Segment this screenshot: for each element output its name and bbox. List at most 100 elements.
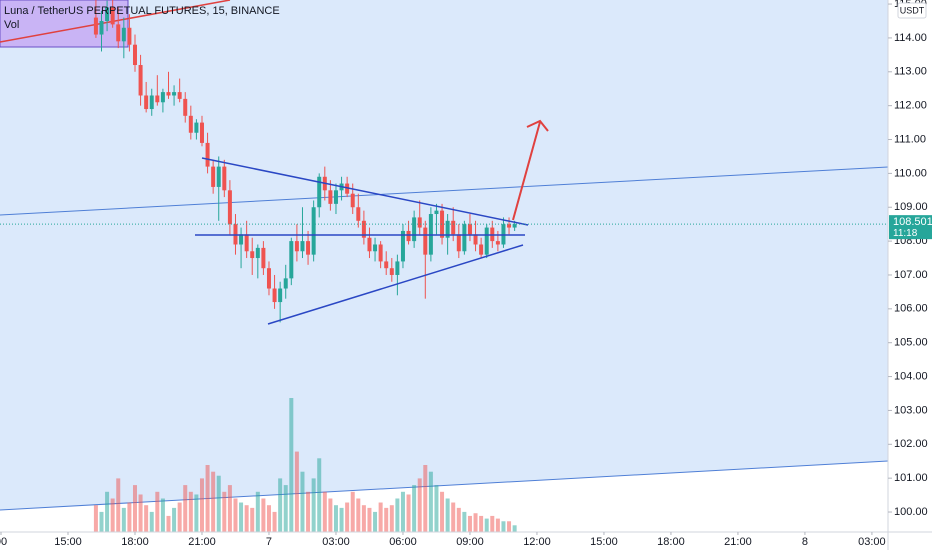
- volume-bar: [306, 491, 311, 532]
- volume-bar: [255, 491, 260, 532]
- y-tick-label: 100.00: [894, 506, 928, 518]
- candle-body: [445, 220, 450, 238]
- y-tick-label: 102.00: [894, 438, 928, 450]
- candle-body: [205, 142, 210, 167]
- candle-body: [300, 241, 305, 252]
- x-tick-label: 21:00: [188, 536, 216, 548]
- candle-body: [289, 241, 294, 279]
- volume-bar: [149, 511, 154, 532]
- volume-bar: [462, 511, 467, 532]
- volume-bar: [322, 491, 327, 532]
- candle-body: [361, 220, 366, 238]
- candle-body: [367, 237, 372, 252]
- candle-body: [462, 224, 467, 252]
- volume-bar: [495, 518, 500, 532]
- volume-bar: [144, 505, 149, 532]
- x-tick-label: 12:00: [523, 536, 551, 548]
- volume-bar: [233, 498, 238, 532]
- y-tick-label: 112.00: [894, 100, 927, 112]
- volume-bar: [250, 507, 255, 532]
- x-tick-label: 15:00: [590, 536, 618, 548]
- triangle-lower: [267, 244, 524, 325]
- arrow-head: [526, 119, 549, 132]
- volume-bar: [289, 398, 294, 532]
- arrow-shaft: [512, 121, 541, 221]
- candle-body: [266, 268, 271, 289]
- volume-bar: [373, 511, 378, 532]
- candle-body: [255, 247, 260, 259]
- candle-body: [345, 183, 350, 194]
- volume-bar: [473, 513, 478, 532]
- candle-body: [473, 234, 478, 245]
- currency[interactable]: USDT: [900, 5, 925, 15]
- candle-body: [93, 17, 98, 35]
- candle-body: [356, 207, 361, 221]
- volume-bar: [172, 507, 177, 532]
- candle-body: [384, 261, 389, 269]
- candle-body: [194, 122, 199, 133]
- y-tick-label: 101.00: [894, 472, 928, 484]
- chart-title: Luna / TetherUS PERPETUAL FUTURES, 15, B…: [4, 5, 280, 17]
- volume-bar: [484, 518, 489, 532]
- candle-body: [166, 92, 171, 96]
- y-tick-label: 107.00: [894, 269, 928, 281]
- volume-bar: [110, 498, 115, 532]
- candle-body: [512, 224, 517, 228]
- volume-bar: [434, 485, 439, 532]
- volume-bar: [345, 502, 350, 532]
- volume-bar: [99, 511, 104, 532]
- volume-bar: [194, 494, 199, 532]
- candle-body: [434, 210, 439, 215]
- volume-bar: [412, 485, 417, 532]
- range-upper-line: [0, 166, 888, 216]
- volume-bar: [261, 498, 266, 532]
- volume-bar: [283, 485, 288, 532]
- candle-body: [373, 244, 378, 252]
- volume-bar: [121, 507, 126, 532]
- candle-body: [105, 7, 110, 21]
- volume-bar: [311, 478, 316, 532]
- x-tick-label: 00: [0, 536, 7, 548]
- x-tick-label: 09:00: [456, 536, 484, 548]
- volume-bar: [188, 491, 193, 532]
- countdown: 11:18: [893, 228, 918, 239]
- candle-body: [378, 244, 383, 262]
- volume-bar: [199, 478, 204, 532]
- candle-body: [317, 176, 322, 208]
- candle-body: [495, 241, 500, 245]
- x-tick-label: 03:00: [322, 536, 350, 548]
- candles: [93, 0, 517, 532]
- volume-bar: [127, 502, 132, 532]
- candle-body: [278, 288, 283, 303]
- last-price-label: 108.501: [893, 216, 932, 228]
- currency-button[interactable]: [897, 2, 927, 19]
- candle-body: [479, 244, 484, 255]
- candle-body: [227, 190, 232, 225]
- volume-bar: [278, 478, 283, 532]
- candle-body: [216, 166, 221, 187]
- candle-body: [294, 241, 299, 252]
- volume-bar: [451, 502, 456, 532]
- volume-bar: [367, 507, 372, 532]
- volume-bar: [356, 498, 361, 532]
- y-tick-label: 114.00: [894, 32, 927, 44]
- red-trend: [0, 0, 231, 43]
- volume-bar: [166, 515, 171, 532]
- candle-body: [132, 44, 137, 66]
- candle-body: [144, 95, 149, 110]
- volume-bar: [467, 515, 472, 532]
- volume-bar: [350, 491, 355, 532]
- volume-bar: [440, 491, 445, 532]
- volume-bar: [183, 485, 188, 532]
- volume-bar: [177, 502, 182, 532]
- volume-bar: [479, 515, 484, 532]
- y-tick-label: 110.00: [894, 167, 927, 179]
- candle-body: [283, 278, 288, 289]
- volume-bar: [239, 502, 244, 532]
- candle-body: [239, 234, 244, 245]
- candle-body: [138, 65, 143, 96]
- last-price-box: [889, 215, 932, 240]
- volume-bar: [400, 491, 405, 532]
- x-tick-label: 7: [266, 536, 272, 548]
- range-fill: [0, 0, 888, 510]
